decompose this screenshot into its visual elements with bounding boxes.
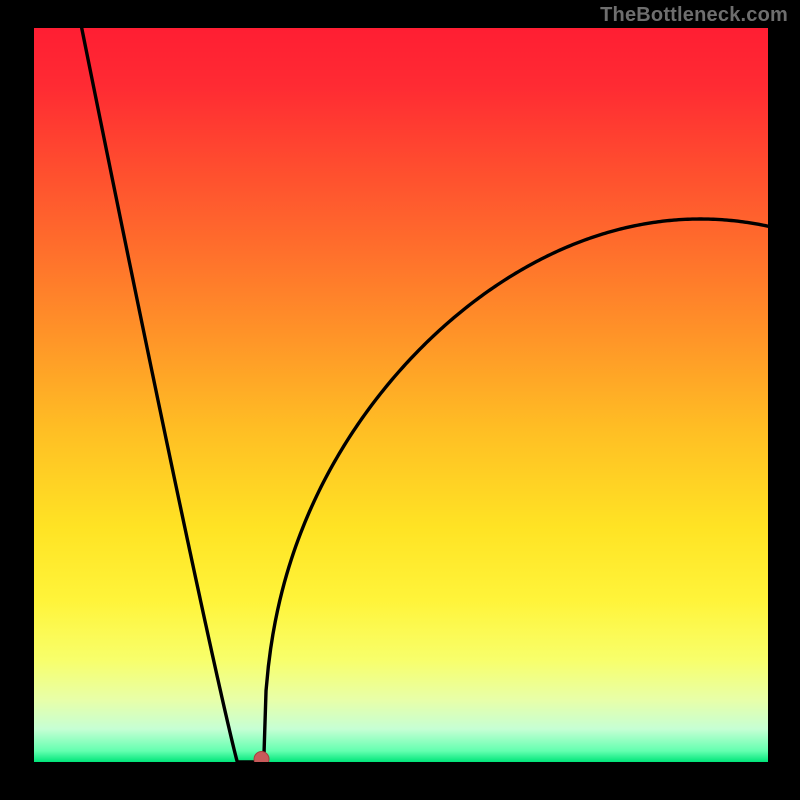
- plot-background: [34, 28, 768, 762]
- valley-marker: [254, 752, 269, 762]
- bottleneck-plot: [34, 28, 768, 762]
- chart-frame: TheBottleneck.com: [0, 0, 800, 800]
- watermark-text: TheBottleneck.com: [600, 4, 788, 27]
